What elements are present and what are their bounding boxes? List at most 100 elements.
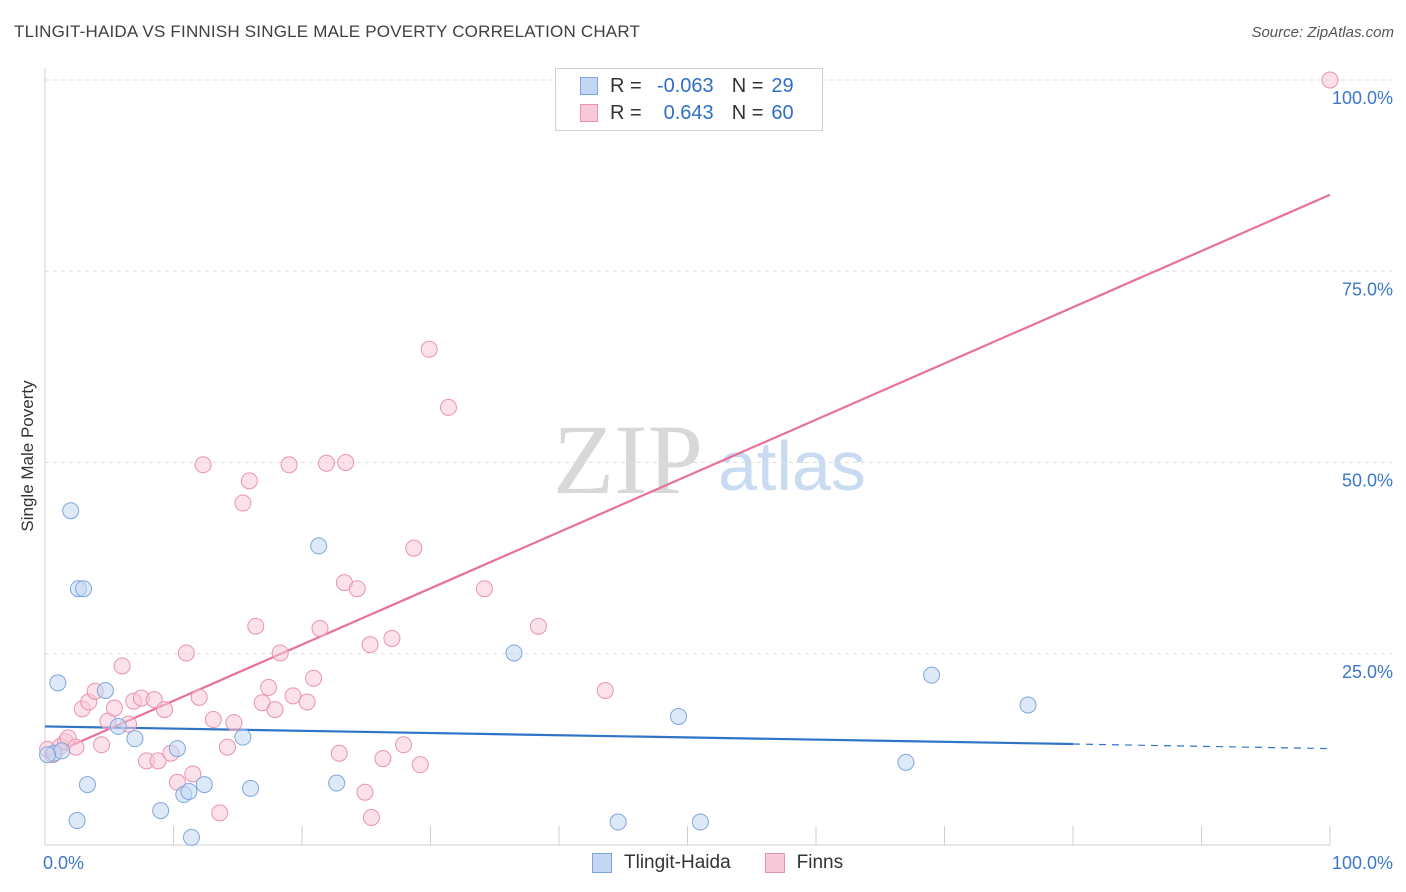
watermark-zip: ZIP [553,404,703,515]
legend-r-value: 0.643 [663,101,714,124]
point-tlingit-haida [897,753,915,771]
x-tick-labels: 0.0% 100.0% [43,853,1393,873]
point-finns [247,617,265,635]
point-finns [330,744,348,762]
point-finns [218,738,236,756]
point-finns [211,804,229,822]
y-tick-labels: 25.0% 50.0% 75.0% 100.0% [1332,88,1393,682]
y-tick-label: 50.0% [1342,471,1393,491]
point-finns [405,539,423,557]
point-finns [145,691,163,709]
point-finns [156,701,174,719]
trend-line-finns [44,193,1331,759]
legend-label-finns: Finns [796,852,844,873]
point-finns [374,750,392,768]
trend-line-tlingit-haida [44,725,1074,746]
series-legend: Tlingit-Haida Finns [592,852,877,874]
point-finns [260,678,278,696]
point-finns [113,657,131,675]
point-finns [105,699,123,717]
y-axis-label: Single Male Poverty [18,380,37,532]
point-finns [93,736,111,754]
legend-swatch-pink [580,104,598,122]
point-finns [266,701,284,719]
legend-row-finns: R = 0.643 N = 60 [580,101,794,125]
x-tick-label: 0.0% [43,853,84,873]
y-tick-label: 25.0% [1342,662,1393,682]
point-finns [311,620,329,638]
point-finns [280,456,298,474]
point-tlingit-haida [68,812,86,830]
point-finns [395,736,413,754]
point-finns [1321,71,1339,89]
point-tlingit-haida [310,537,328,555]
point-finns [361,636,379,654]
point-finns [298,693,316,711]
point-tlingit-haida [180,782,198,800]
point-tlingit-haida [62,502,80,520]
point-finns [184,765,202,783]
point-finns [420,340,438,358]
point-finns [177,644,195,662]
point-tlingit-haida [75,580,93,598]
legend-n-value: 60 [771,101,794,124]
point-finns [190,688,208,706]
point-tlingit-haida [923,666,941,684]
x-tick-label: 100.0% [1332,853,1393,873]
point-tlingit-haida [328,774,346,792]
point-finns [411,756,429,774]
point-tlingit-haida [234,728,252,746]
point-finns [67,738,85,756]
point-tlingit-haida [152,802,170,820]
point-finns [337,454,355,471]
legend-item-tlingit-haida[interactable]: Tlingit-Haida [592,852,731,874]
point-finns [225,714,243,732]
point-finns [356,783,374,801]
legend-swatch-pink [764,853,785,873]
point-tlingit-haida [53,742,71,760]
point-tlingit-haida [96,681,114,699]
legend-n-label: N = [731,101,764,124]
point-tlingit-haida [182,828,200,846]
legend-r-label: R = [610,101,642,124]
legend-n-value: 29 [771,74,794,97]
legend-row-tlingit-haida: R = -0.063 N = 29 [580,74,794,98]
point-tlingit-haida [691,813,709,831]
legend-r-value: -0.063 [656,74,714,97]
axes [44,68,1331,846]
watermark: ZIP atlas [553,404,866,515]
point-finns [362,808,380,826]
point-finns [271,644,289,662]
point-finns [383,629,401,647]
point-finns [284,687,302,705]
point-finns [234,494,252,512]
legend-r-label: R = [610,74,642,97]
legend-swatch-blue [592,853,612,873]
trend-line-tlingit-haida-extension [1072,743,1331,750]
point-finns [149,752,167,770]
point-tlingit-haida [78,776,96,794]
point-finns [194,456,212,474]
point-finns [596,681,614,699]
point-tlingit-haida [39,746,57,764]
legend-item-finns[interactable]: Finns [764,852,844,874]
point-finns [439,398,457,416]
point-tlingit-haida [126,730,144,748]
point-finns [475,580,493,598]
point-finns [529,617,547,635]
point-tlingit-haida [505,644,523,662]
legend-swatch-blue [580,77,598,95]
point-tlingit-haida [1019,696,1037,714]
y-tick-label: 75.0% [1342,279,1393,299]
legend-n-label: N = [731,74,764,97]
point-tlingit-haida [670,707,688,725]
source-credit: Source: ZipAtlas.com [1251,24,1394,41]
point-finns [240,472,258,490]
point-tlingit-haida [49,674,67,692]
point-tlingit-haida [609,813,627,831]
point-tlingit-haida [195,776,213,794]
gridlines [45,79,1392,655]
point-tlingit-haida [242,779,260,797]
chart-title: TLINGIT-HAIDA VS FINNISH SINGLE MALE POV… [14,22,641,41]
